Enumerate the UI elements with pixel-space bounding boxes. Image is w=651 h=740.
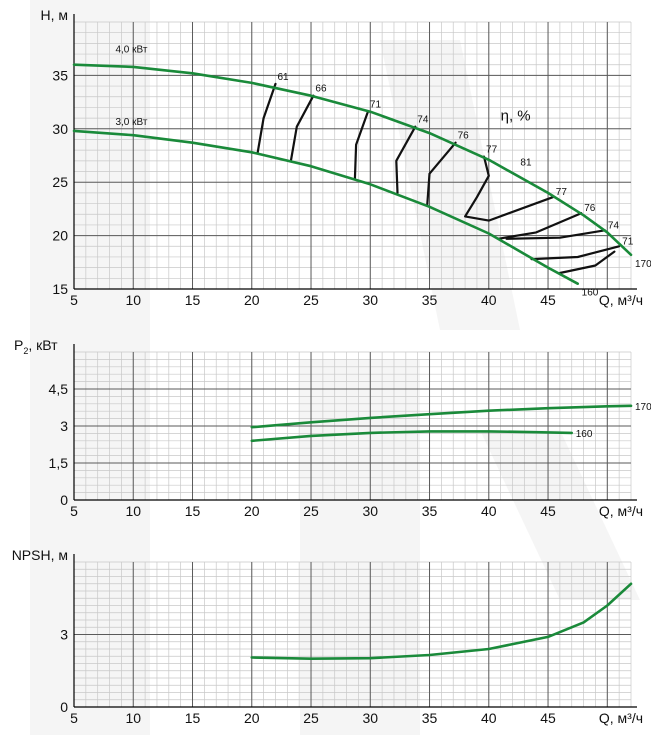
x-tick-label: 45 [540,503,556,519]
x-tick-label: 5 [70,710,78,726]
x-tick-label: 40 [481,710,497,726]
watermark-shape [480,430,640,600]
series-curve-170 [72,63,633,257]
x-tick-label: 10 [125,503,141,519]
efficiency-contour-71 [558,250,616,275]
x-tick-label: 35 [422,503,438,519]
y-tick-label: 1,5 [49,455,69,471]
y-tick-label: 3 [60,627,68,643]
head-chart: 5 10 15 20 25 30 35 40 45 15 20 25 30 35 Q, м³/ч H, м 17… [40,7,651,308]
x-tick-label: 20 [244,710,260,726]
series-label-170: 170 [635,402,651,413]
x-tick-label: 30 [362,710,378,726]
efficiency-contour-66 [289,94,315,162]
npsh-chart: 5 10 15 20 25 30 35 40 45 0 3 Q, м³/ч NPSH, м [12,547,643,726]
y-tick-label: 30 [52,121,68,137]
efficiency-label-74: 74 [417,115,429,126]
watermark-background [30,0,640,735]
y-axis-label-subscript: 2 [23,346,28,356]
series-curve-160 [250,430,573,443]
x-tick-label: 20 [244,503,260,519]
x-tick-label: 45 [540,292,556,308]
x-tick-label: 5 [70,503,78,519]
watermark-shape [30,0,150,735]
x-tick-label: 15 [185,503,201,519]
efficiency-label-61: 61 [277,72,289,83]
efficiency-contour-74 [395,125,417,194]
x-tick-label: 25 [303,503,319,519]
y-tick-label: 0 [60,492,68,508]
x-tick-label: 10 [125,710,141,726]
y-axis-label-unit: , кВт [28,337,58,353]
efficiency-contour-71 [530,245,621,261]
x-tick-label: 10 [125,292,141,308]
power-label-160: 3,0 кВт [115,117,147,128]
efficiency-label-77: 77 [486,145,498,156]
series-curve-npsh [250,582,633,660]
efficiency-title: η, % [501,107,531,124]
y-tick-label: 3 [60,418,68,434]
y-tick-label: 4,5 [49,381,69,397]
y-tick-label: 0 [60,699,68,715]
x-tick-label: 20 [244,292,260,308]
efficiency-contour-76 [426,141,457,207]
x-tick-label: 25 [303,710,319,726]
series-curve-160 [72,129,579,285]
x-axis-label: Q, м³/ч [599,503,643,519]
efficiency-contour-71 [353,110,369,181]
efficiency-contour-61 [256,82,277,154]
x-axis-label: Q, м³/ч [599,710,643,726]
efficiency-label-74: 74 [608,220,620,231]
x-tick-label: 35 [422,292,438,308]
efficiency-label-71: 71 [370,100,382,111]
series-label-160: 160 [582,288,599,299]
efficiency-label-66: 66 [315,84,327,95]
x-tick-label: 40 [481,503,497,519]
efficiency-label-76: 76 [584,203,596,214]
x-tick-label: 15 [185,710,201,726]
series-label-160: 160 [576,429,593,440]
watermark-shape [300,360,420,735]
x-tick-label: 35 [422,710,438,726]
efficiency-contour-74 [505,229,606,240]
x-tick-label: 30 [362,292,378,308]
y-tick-label: 20 [52,228,68,244]
y-tick-label: 25 [52,174,68,190]
x-tick-label: 40 [481,292,497,308]
x-tick-label: 45 [540,710,556,726]
efficiency-label-81: 81 [520,157,532,168]
series-curve-170 [250,404,633,429]
x-tick-label: 30 [362,503,378,519]
series-label-170: 170 [635,259,651,270]
efficiency-contour-76 [497,212,583,240]
efficiency-label-71: 71 [622,236,634,247]
y-axis-label: H, м [40,7,68,23]
x-tick-label: 15 [185,292,201,308]
x-tick-label: 5 [70,292,78,308]
efficiency-label-77: 77 [556,187,568,198]
power-label-170: 4,0 кВт [115,45,147,56]
y-tick-label: 35 [52,67,68,83]
y-axis-label: NPSH, м [12,547,68,563]
x-axis-label: Q, м³/ч [599,292,643,308]
y-tick-label: 15 [52,281,68,297]
watermark-shape [380,40,520,330]
efficiency-contour-77 [464,155,554,222]
x-tick-label: 25 [303,292,319,308]
efficiency-label-76: 76 [458,131,470,142]
